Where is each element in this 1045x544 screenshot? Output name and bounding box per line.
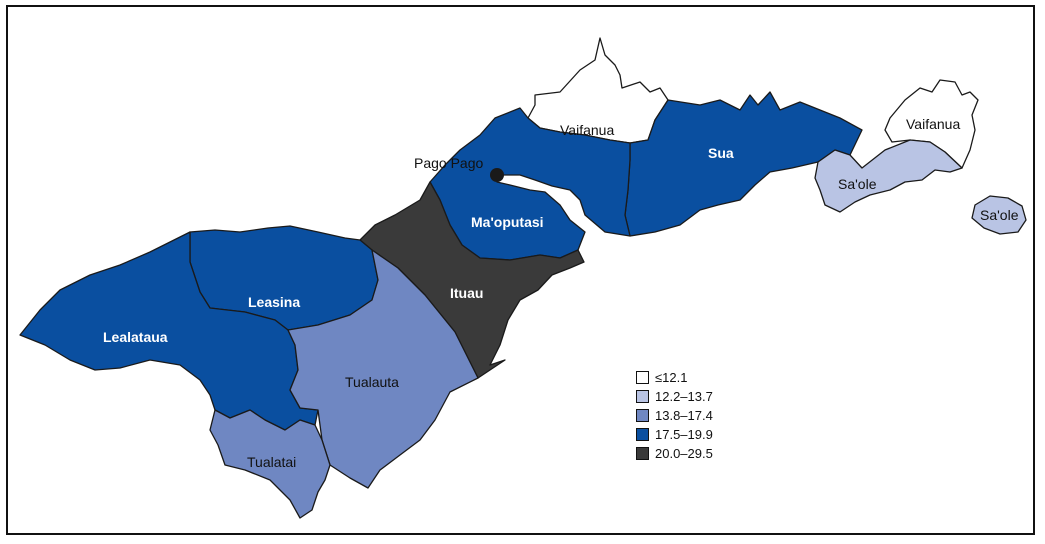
legend-label: ≤12.1 xyxy=(655,370,688,385)
legend-swatch xyxy=(636,390,649,403)
region-saole-islet[interactable] xyxy=(971,195,1027,235)
label-maoputasi: Ma'oputasi xyxy=(471,214,544,230)
legend-swatch xyxy=(636,447,649,460)
label-vaifanua-west: Vaifanua xyxy=(560,122,614,138)
legend-item: 17.5–19.9 xyxy=(636,425,713,444)
legend-label: 13.8–17.4 xyxy=(655,408,713,423)
legend-label: 17.5–19.9 xyxy=(655,427,713,442)
label-lealataua: Lealataua xyxy=(103,329,168,345)
legend-item: 13.8–17.4 xyxy=(636,406,713,425)
city-dot-icon xyxy=(490,168,504,182)
legend-item: ≤12.1 xyxy=(636,368,713,387)
label-saole-main: Sa'ole xyxy=(838,176,877,192)
label-saole-islet: Sa'ole xyxy=(980,207,1019,223)
legend-item: 12.2–13.7 xyxy=(636,387,713,406)
legend-label: 12.2–13.7 xyxy=(655,389,713,404)
label-city: Pago Pago xyxy=(414,155,483,171)
label-leasina: Leasina xyxy=(248,294,300,310)
region-saole-main[interactable] xyxy=(814,139,963,213)
region-tualatai[interactable] xyxy=(209,409,331,519)
label-ituau: Ituau xyxy=(450,285,483,301)
label-vaifanua-east: Vaifanua xyxy=(906,116,960,132)
legend-swatch xyxy=(636,371,649,384)
legend: ≤12.1 12.2–13.7 13.8–17.4 17.5–19.9 20.0… xyxy=(636,368,713,463)
label-tualatai: Tualatai xyxy=(247,454,296,470)
legend-label: 20.0–29.5 xyxy=(655,446,713,461)
label-sua: Sua xyxy=(708,145,734,161)
legend-swatch xyxy=(636,428,649,441)
legend-item: 20.0–29.5 xyxy=(636,444,713,463)
legend-swatch xyxy=(636,409,649,422)
label-tualauta: Tualauta xyxy=(345,374,399,390)
